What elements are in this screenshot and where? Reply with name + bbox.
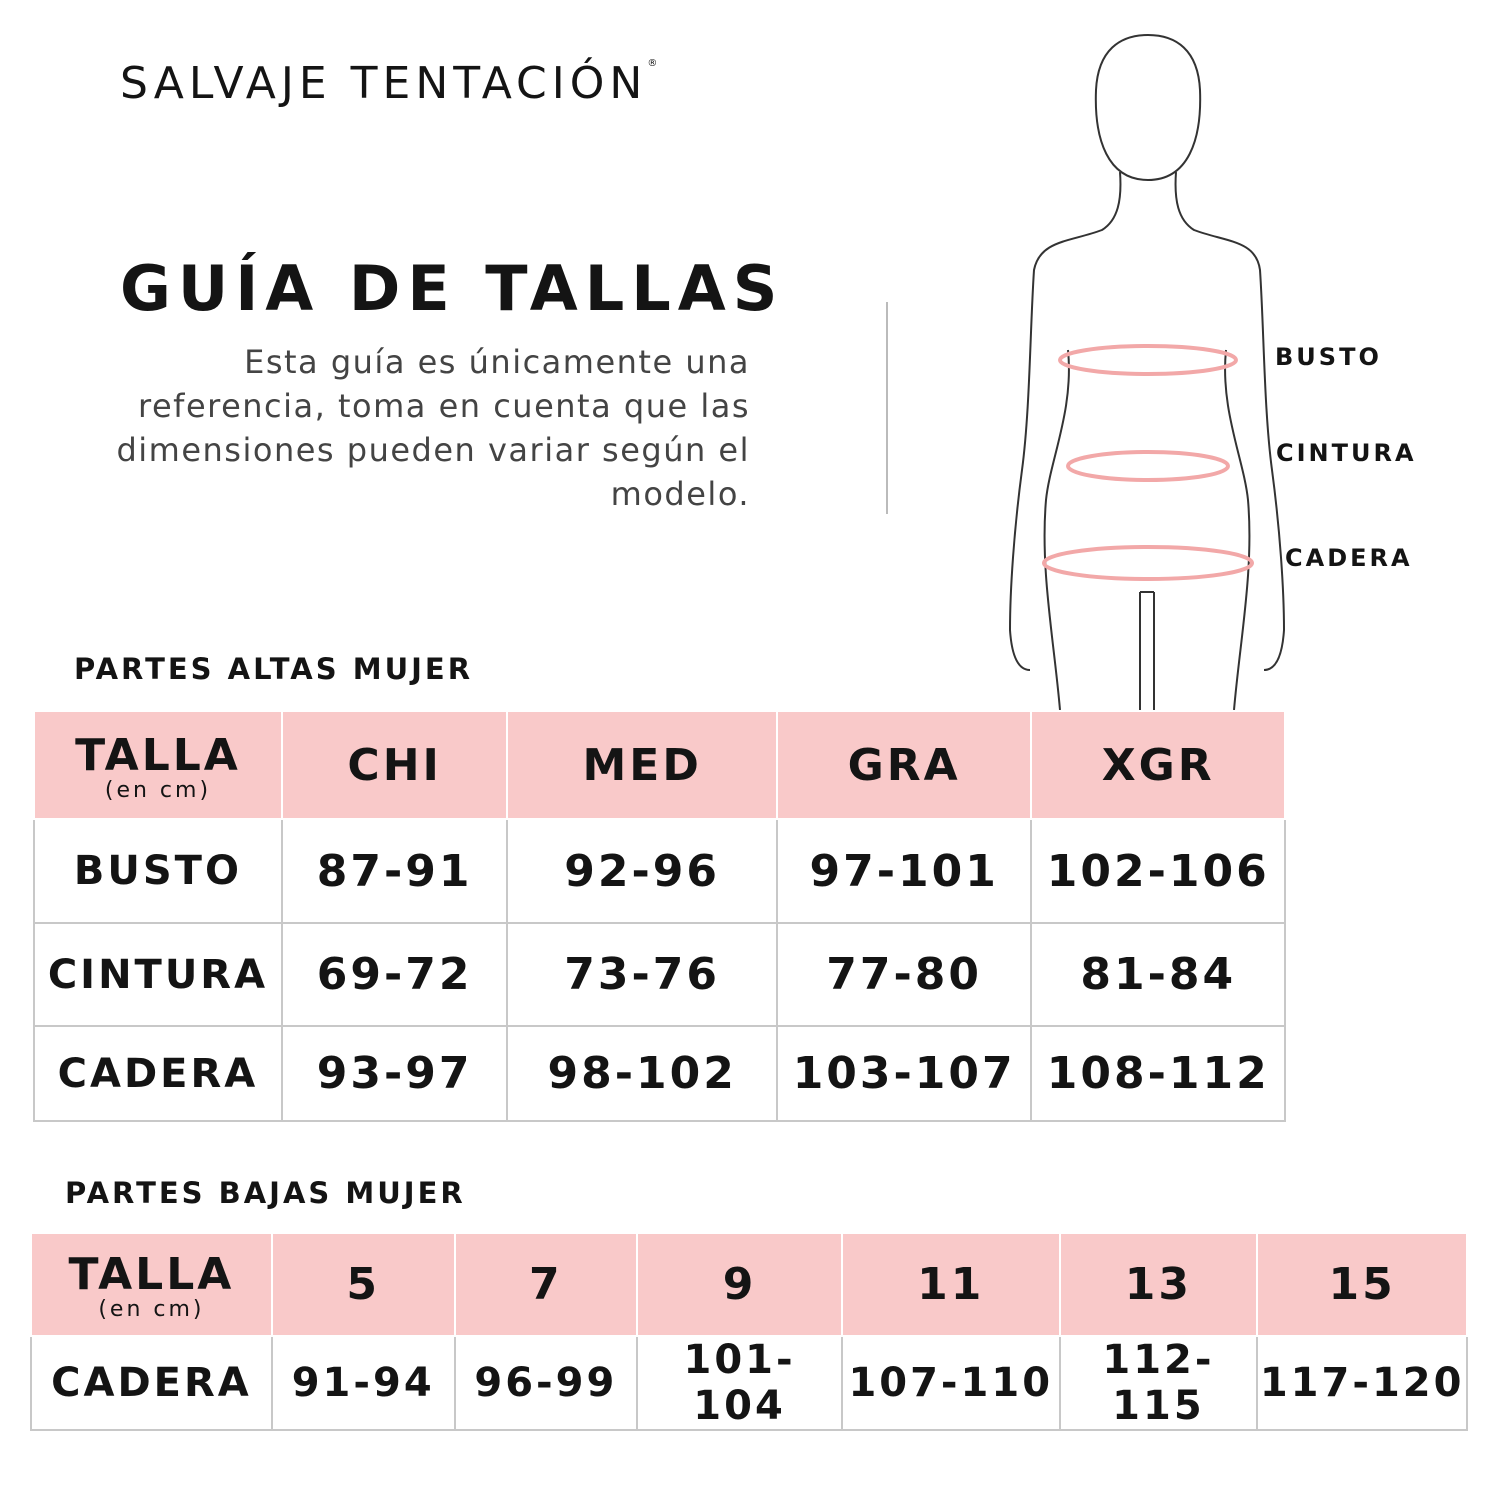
figure-label-cintura: CINTURA [1276, 439, 1417, 467]
header-size: 11 [840, 1232, 1061, 1337]
header-size: CHI [280, 710, 509, 820]
cell: 92-96 [506, 818, 778, 924]
row-label: CADERA [30, 1335, 273, 1431]
header-talla: TALLA (en cm) [30, 1232, 273, 1337]
cell: 103-107 [775, 1025, 1033, 1122]
header-size: MED [506, 710, 778, 820]
cell: 73-76 [506, 922, 778, 1027]
cell: 87-91 [280, 818, 509, 924]
header-size: 5 [270, 1232, 456, 1337]
table-header-row: TALLA (en cm) CHI MED GRA XGR [33, 710, 1286, 820]
cell: 98-102 [506, 1025, 778, 1122]
registered-mark: ® [647, 58, 658, 69]
cell: 96-99 [453, 1335, 639, 1431]
divider [886, 302, 888, 514]
cell: 108-112 [1030, 1025, 1286, 1122]
row-label: CINTURA [33, 922, 283, 1027]
brand-name: SALVAJE TENTACIÓN [120, 58, 648, 109]
header-size: 13 [1058, 1232, 1259, 1337]
cell: 102-106 [1030, 818, 1286, 924]
cell: 97-101 [775, 818, 1033, 924]
header-talla: TALLA (en cm) [33, 710, 283, 820]
header-size: 7 [453, 1232, 639, 1337]
row-label: CADERA [33, 1025, 283, 1122]
figure-label-busto: BUSTO [1275, 343, 1382, 371]
header-size: 9 [636, 1232, 843, 1337]
cell: 112-115 [1058, 1335, 1259, 1431]
figure-label-cadera: CADERA [1285, 544, 1413, 572]
table-row: BUSTO 87-91 92-96 97-101 102-106 [33, 818, 1286, 924]
cell: 69-72 [280, 922, 509, 1027]
page-title: GUÍA DE TALLAS [120, 252, 785, 325]
header-size: 15 [1256, 1232, 1468, 1337]
cell: 93-97 [280, 1025, 509, 1122]
cell: 77-80 [775, 922, 1033, 1027]
cell: 107-110 [840, 1335, 1061, 1431]
cell: 101-104 [636, 1335, 843, 1431]
brand-logo: SALVAJE TENTACIÓN® [120, 58, 657, 109]
description: Esta guía es únicamente una referencia, … [116, 343, 750, 513]
header-size: XGR [1030, 710, 1286, 820]
upper-size-table: TALLA (en cm) CHI MED GRA XGR BUSTO 87-91… [33, 710, 1286, 1122]
lower-size-table: TALLA (en cm) 5 7 9 11 13 15 CADERA 91-94… [30, 1232, 1468, 1431]
body-figure-icon [1008, 33, 1286, 711]
cell: 117-120 [1256, 1335, 1468, 1431]
cell: 81-84 [1030, 922, 1286, 1027]
table-row: CADERA 91-94 96-99 101-104 107-110 112-1… [30, 1335, 1468, 1431]
cell: 91-94 [270, 1335, 456, 1431]
table-row: CINTURA 69-72 73-76 77-80 81-84 [33, 922, 1286, 1027]
header-size: GRA [775, 710, 1033, 820]
lower-section-title: PARTES BAJAS MUJER [65, 1176, 466, 1210]
row-label: BUSTO [33, 818, 283, 924]
upper-section-title: PARTES ALTAS MUJER [74, 652, 474, 686]
table-row: CADERA 93-97 98-102 103-107 108-112 [33, 1025, 1286, 1122]
table-header-row: TALLA (en cm) 5 7 9 11 13 15 [30, 1232, 1468, 1337]
